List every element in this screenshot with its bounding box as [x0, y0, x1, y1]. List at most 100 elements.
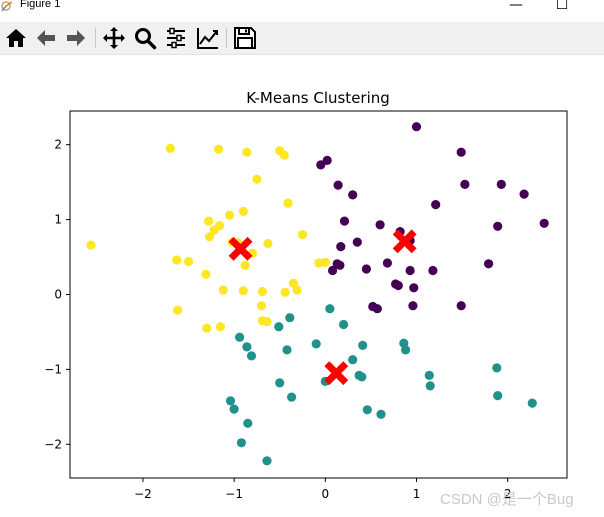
data-point — [240, 260, 250, 270]
data-point — [209, 225, 219, 235]
pan-button[interactable] — [102, 26, 126, 50]
data-point — [425, 381, 435, 391]
data-point — [492, 363, 502, 373]
figure-canvas[interactable]: K-Means Clustering −2 −1 0 1 2 −2 −1 0 1 2 CSDN @… — [0, 55, 604, 517]
data-point — [336, 242, 346, 252]
x-tick-label: −2 — [134, 487, 152, 501]
data-point — [401, 345, 411, 355]
data-point — [263, 239, 273, 249]
data-point — [246, 351, 257, 361]
data-point — [238, 206, 248, 216]
data-point — [257, 286, 267, 297]
centroid-marker — [392, 229, 417, 254]
data-point — [311, 339, 321, 349]
x-tick-label: −1 — [225, 487, 243, 501]
back-arrow-icon — [37, 30, 55, 46]
data-point — [527, 398, 537, 408]
data-point — [297, 230, 308, 240]
data-point — [184, 256, 194, 267]
data-point — [362, 405, 372, 415]
home-icon — [6, 29, 26, 47]
data-point — [262, 456, 272, 466]
window-title: Figure 1 — [20, 0, 61, 10]
data-point — [375, 220, 385, 230]
data-point — [539, 218, 549, 228]
data-point — [405, 265, 415, 276]
y-tick-label: 2 — [54, 138, 62, 152]
chart-marks — [86, 122, 549, 466]
data-point — [287, 392, 297, 402]
data-point — [202, 323, 212, 333]
centroid-marker — [324, 361, 349, 386]
data-point — [229, 404, 239, 414]
data-point — [357, 372, 367, 382]
data-point — [283, 198, 293, 208]
axis-ticks: −2 −1 0 1 2 −2 −1 0 1 2 — [44, 138, 511, 501]
zoom-magnifier-icon — [135, 28, 157, 50]
x-tick-label: 2 — [504, 487, 512, 501]
watermark-text: CSDN @是一个Bug — [440, 491, 574, 508]
data-point — [372, 304, 382, 314]
edit-axes-button[interactable] — [196, 26, 220, 50]
data-point — [256, 301, 267, 311]
data-point — [496, 179, 506, 189]
x-tick-label: 1 — [413, 487, 421, 501]
data-point — [484, 259, 494, 269]
data-point — [275, 378, 285, 388]
data-point — [456, 147, 466, 157]
toolbar-separator — [226, 28, 227, 48]
toolbar-separator — [95, 28, 96, 48]
data-point — [204, 232, 215, 242]
data-point — [204, 216, 214, 226]
home-button[interactable] — [4, 26, 28, 50]
data-point — [456, 301, 466, 311]
data-point — [376, 409, 386, 419]
data-point — [236, 438, 246, 448]
data-point — [393, 280, 403, 291]
data-point — [348, 355, 358, 365]
centroid-marker — [228, 236, 253, 261]
minimize-button[interactable]: — — [494, 0, 538, 14]
save-button[interactable] — [233, 26, 257, 50]
data-point — [493, 221, 503, 231]
data-point — [493, 391, 503, 401]
data-point — [424, 370, 434, 380]
data-point — [238, 286, 248, 296]
y-tick-label: −1 — [44, 362, 62, 376]
data-point — [358, 340, 368, 350]
data-point — [361, 264, 371, 274]
data-point — [243, 418, 253, 428]
zoom-button[interactable] — [133, 26, 157, 50]
y-tick-label: −2 — [44, 437, 62, 451]
maximize-icon: ☐ — [555, 0, 569, 13]
forward-arrow-icon — [67, 30, 85, 46]
data-point — [285, 313, 295, 323]
data-point — [282, 345, 292, 355]
data-point — [352, 237, 362, 247]
data-point — [382, 258, 392, 268]
data-point — [86, 240, 96, 250]
data-point — [218, 285, 228, 295]
subplots-button[interactable] — [164, 26, 188, 50]
maximize-button[interactable]: ☐ — [540, 0, 584, 14]
matplotlib-logo-icon — [1, 1, 13, 12]
data-point — [215, 322, 226, 332]
data-point — [235, 332, 245, 342]
data-point — [280, 287, 290, 297]
data-point — [252, 174, 262, 184]
data-point — [408, 301, 418, 311]
y-tick-label: 0 — [54, 288, 62, 302]
data-point — [409, 283, 419, 293]
forward-button[interactable] — [64, 26, 88, 50]
data-point — [316, 160, 326, 170]
y-tick-label: 1 — [54, 213, 62, 227]
configure-subplots-icon — [167, 27, 185, 49]
chart-title: K-Means Clustering — [246, 89, 390, 107]
data-point — [292, 285, 302, 295]
data-point — [322, 155, 332, 165]
pan-move-icon — [103, 27, 125, 49]
back-button[interactable] — [34, 26, 58, 50]
data-point — [201, 269, 211, 279]
data-point — [411, 122, 422, 132]
